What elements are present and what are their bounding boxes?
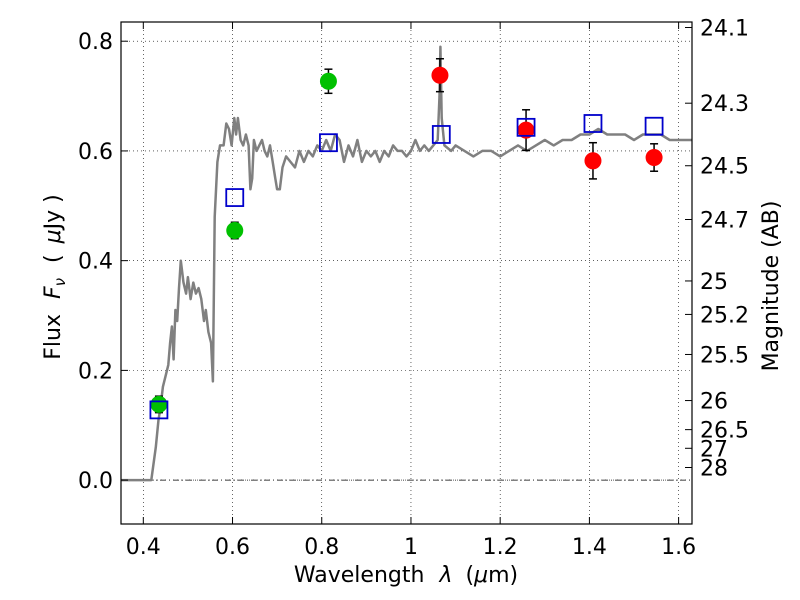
x-tick-label: 0.4	[126, 535, 161, 560]
red-photometry-point	[584, 152, 602, 170]
green-photometry-series	[150, 68, 337, 414]
y2-tick-label: 24.3	[700, 92, 749, 117]
grid	[121, 22, 692, 524]
x-axis-label-text: Wavelength	[294, 563, 425, 588]
y2-tick-label: 25	[700, 270, 728, 295]
model-photometry-square	[431, 125, 451, 144]
red-photometry-point	[645, 149, 663, 167]
y-tick-label: 0.2	[78, 359, 113, 384]
model-photometry-square	[644, 116, 664, 136]
y-tick-label: 0.4	[78, 250, 113, 275]
y2-tick-label: 28	[700, 456, 728, 481]
y2-tick-label: 25.2	[700, 303, 749, 328]
red-photometry-point	[431, 66, 449, 84]
model-spectrum-line	[121, 45, 692, 482]
x-tick-label: 1.2	[483, 535, 518, 560]
x-tick-label: 0.6	[215, 535, 250, 560]
y-axis-label-subscript: ν	[51, 278, 69, 286]
y2-tick-label: 24.1	[700, 16, 749, 41]
y2-tick-label: 26	[700, 390, 728, 415]
x-tick-label: 1.4	[572, 535, 607, 560]
y-tick-label: 0.0	[78, 469, 113, 494]
x-tick-label: 1.6	[661, 535, 696, 560]
y-axis-label-unit-mu: μ	[41, 229, 66, 244]
y2-tick-label: 24.5	[700, 155, 749, 180]
x-axis-label-unit-mu: μ	[473, 563, 488, 588]
model-spectrum-series	[121, 45, 692, 482]
model-photometry-square	[516, 117, 536, 137]
x-axis-label-symbol: λ	[438, 563, 452, 588]
x-axis-label-unit-rest: m)	[488, 563, 518, 588]
secondary-y-axis-label: Magnitude (AB)	[759, 201, 784, 372]
model-photometry-square	[319, 133, 338, 153]
model-photometry-series	[149, 114, 664, 420]
red-photometry-series	[431, 58, 663, 180]
y-axis-label-unit-rest: Jy )	[41, 194, 66, 231]
y-axis-label-symbol: F	[41, 286, 66, 299]
green-photometry-point	[150, 395, 168, 413]
model-photometry-square	[149, 400, 169, 420]
y-axis-label-text: Flux	[41, 314, 66, 360]
y2-tick-label: 25.5	[700, 343, 749, 368]
y2-tick-label: 26.5	[700, 419, 749, 444]
x-tick-label: 0.8	[304, 535, 339, 560]
model-photometry-square	[583, 114, 603, 133]
y-axis-label: Flux Fν ( μJy )	[41, 194, 71, 359]
axis-ticks: 0.4 0.6 0.8 1 1.2 1.4 1.6 0.0 0.2 0.4 0.6 0.8 24.1 24…	[78, 16, 749, 560]
model-photometry-square	[225, 188, 245, 207]
x-tick-label: 1	[404, 535, 418, 560]
green-photometry-point	[226, 221, 244, 239]
x-axis-label: Wavelength λ (μm)	[294, 563, 518, 588]
plot-area-frame	[120, 21, 693, 525]
y-axis-label-unit-open: (	[41, 254, 66, 263]
y2-tick-label: 24.7	[700, 209, 749, 234]
y2-tick-label: 27	[700, 437, 728, 462]
y-tick-label: 0.6	[78, 140, 113, 165]
x-axis-label-unit-open: (	[465, 563, 474, 588]
y-tick-label: 0.8	[78, 30, 113, 55]
green-photometry-point	[319, 72, 337, 90]
